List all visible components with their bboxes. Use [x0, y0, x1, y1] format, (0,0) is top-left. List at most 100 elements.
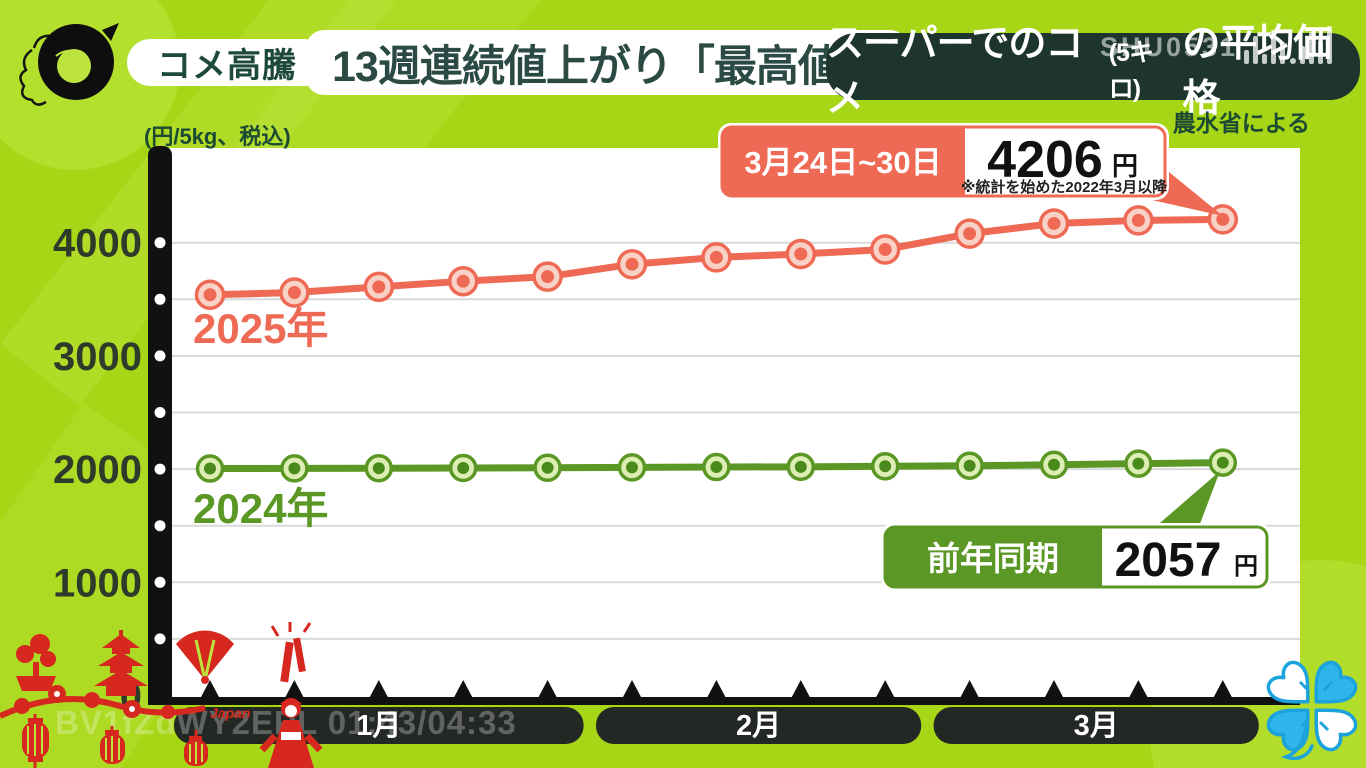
topic-badge-label: コメ高騰: [157, 47, 297, 85]
axis-tick-dot: [154, 237, 166, 249]
data-point-core: [963, 459, 976, 472]
headline-badge: 13週連続値上がり「最高値」: [306, 30, 908, 95]
lantern-icon: [22, 714, 49, 768]
data-point-core: [709, 250, 723, 264]
data-point-core: [456, 274, 470, 288]
data-point-core: [710, 461, 723, 474]
data-point-core: [1216, 456, 1229, 469]
data-point-core: [457, 461, 470, 474]
callout-pointer: [1153, 471, 1220, 529]
chart-title-badge: スーパーでのコメ (5キロ) の平均価格: [826, 23, 1360, 120]
signal-bars-icon: [1244, 24, 1354, 75]
month-label: 2月: [736, 710, 781, 742]
month-pill: [933, 707, 1259, 744]
japan-label: Japan: [210, 705, 250, 721]
month-pill: [174, 707, 584, 744]
data-point-core: [372, 280, 386, 294]
lantern-icon: [184, 730, 208, 766]
x-tick-mark: [454, 680, 473, 697]
program-logo: [12, 10, 122, 119]
blossom-branch-icon: [0, 685, 206, 719]
pagoda-icon: [94, 630, 148, 696]
axis-tick-dot: [154, 350, 166, 362]
annotation-2025-callout: 3月24日~30日 4206 円※統計を始めた2022年3月以降: [718, 123, 1223, 216]
annotation-value: 4206: [987, 131, 1103, 189]
data-point-core: [878, 242, 892, 256]
x-tick-mark: [876, 680, 895, 697]
title-small: (5キロ): [1108, 38, 1154, 103]
y-tick-label: 1000: [53, 561, 142, 605]
title-main: スーパーでのコメ: [826, 22, 1083, 120]
data-point-core: [541, 461, 554, 474]
x-tick-mark: [1045, 680, 1063, 697]
y-tick-label: 2000: [53, 448, 142, 492]
data-point-core: [626, 461, 638, 474]
data-point-core: [203, 288, 217, 302]
plot-area: [168, 148, 1300, 697]
data-point-core: [963, 227, 977, 241]
data-point-core: [879, 460, 892, 473]
y-axis-bar: [148, 146, 172, 705]
data-point-core: [1216, 212, 1230, 226]
x-tick-mark: [623, 680, 641, 697]
data-point-core: [1048, 458, 1060, 471]
x-tick-mark: [538, 680, 557, 697]
annotation-unit: 円: [1234, 553, 1258, 580]
axis-tick-dot: [154, 576, 166, 588]
source-note: 農水省による: [1172, 110, 1310, 136]
month-pill: [596, 707, 922, 744]
annotation-note: ※統計を始めた2022年3月以降: [961, 178, 1168, 196]
lantern-icon: [100, 726, 125, 764]
data-point-core: [794, 247, 808, 261]
axis-tick-dot: [154, 407, 166, 418]
x-axis-line: [148, 697, 1300, 705]
month-label: 1月: [356, 710, 401, 742]
month-label: 3月: [1074, 710, 1119, 742]
headline-text: 13週連続値上がり「最高値」: [332, 42, 883, 91]
y-tick-label: 4000: [53, 222, 142, 266]
x-tick-mark: [201, 680, 219, 697]
japan-stickers-decoration: Japan: [0, 618, 340, 768]
data-point-core: [372, 462, 385, 475]
logo-beak: [102, 23, 119, 41]
watermark-username: SHU0531: [1100, 32, 1239, 62]
clover-stem: [1280, 726, 1314, 761]
mascot-lineart: [19, 48, 47, 106]
data-point-core: [625, 257, 639, 271]
data-point-core: [288, 462, 301, 475]
x-tick-mark: [369, 680, 388, 697]
x-tick-mark: [1129, 680, 1148, 697]
bonsai-icon: [16, 645, 34, 663]
fan-icon: [176, 630, 234, 684]
annotation-unit: 円: [1112, 151, 1138, 181]
data-point-core: [794, 460, 807, 473]
x-tick-mark: [791, 680, 810, 697]
axis-tick-dot: [154, 293, 166, 305]
data-point-core: [1132, 457, 1145, 470]
data-point-core: [1131, 213, 1145, 227]
x-tick-mark: [707, 680, 726, 697]
series-label-2025: 2025年: [193, 305, 328, 352]
data-point-core: [204, 462, 216, 475]
unit-label: (円/5kg、税込): [144, 124, 291, 149]
axis-tick-dot: [154, 633, 166, 645]
x-tick-mark: [285, 680, 304, 697]
bamboo-icon: [270, 622, 312, 683]
annotation-period: 3月24日~30日: [744, 145, 941, 180]
annotation-period: 前年同期: [927, 540, 1059, 577]
x-tick-mark: [960, 680, 979, 697]
topic-badge: コメ高騰: [127, 39, 327, 86]
kimono-lady-icon: [259, 698, 323, 768]
clover-icon: [1248, 638, 1366, 768]
axis-tick-dot: [154, 463, 166, 475]
data-point-core: [1047, 216, 1061, 230]
y-tick-label: 3000: [53, 335, 142, 379]
annotation-value: 2057: [1115, 534, 1222, 587]
annotation-2024-callout: 前年同期 2057 円: [881, 471, 1271, 591]
axis-tick-dot: [154, 520, 166, 532]
series-label-2024: 2024年: [193, 485, 328, 532]
data-point-core: [541, 270, 555, 284]
x-tick-mark: [1213, 680, 1232, 697]
